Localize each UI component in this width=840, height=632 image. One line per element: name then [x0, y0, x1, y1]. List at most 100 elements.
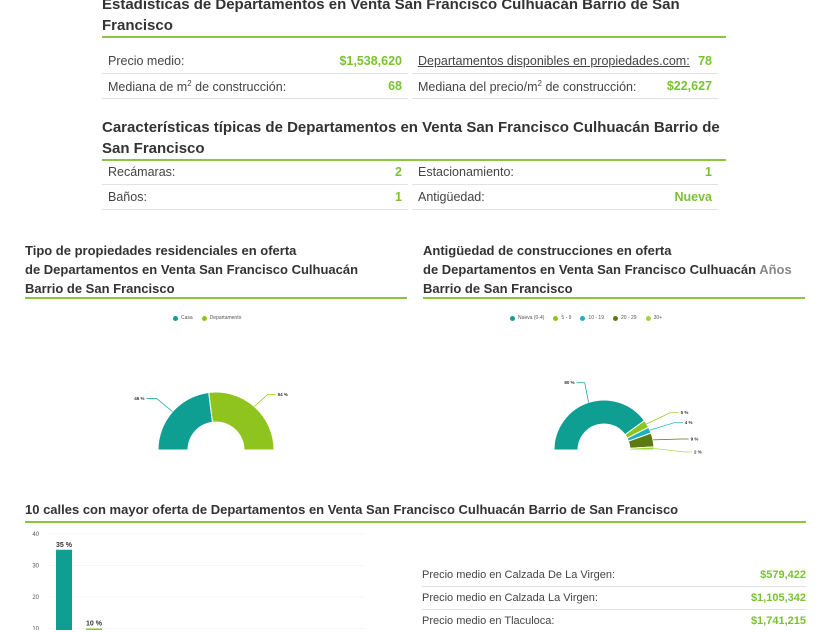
price-value: $1,105,342 — [750, 592, 806, 604]
age-chart-legend: Nueva (0-4) 5 - 9 10 - 19 20 - 29 30+ — [510, 315, 662, 321]
stat-value: 78 — [698, 54, 712, 68]
age-chart: 80 % 5 % 4 % 9 % 2 % — [553, 380, 702, 454]
age-chart-title: Antigüedad de construcciones en oferta d… — [423, 241, 823, 298]
title-line: Tipo de propiedades residenciales en ofe… — [25, 243, 297, 258]
feature-value: 1 — [395, 190, 402, 204]
legend-item[interactable]: Departamento — [201, 315, 242, 321]
type-chart-legend: Casa Departamento — [173, 315, 241, 321]
pie-slice[interactable] — [208, 391, 275, 451]
slice-label: 5 % — [681, 410, 689, 415]
feature-value: 1 — [705, 165, 712, 179]
y-tick-label: 30 — [32, 564, 39, 570]
legend-item[interactable]: 30+ — [645, 315, 663, 321]
slice-label: 4 % — [685, 420, 693, 425]
feature-label: Estacionamiento: — [418, 165, 514, 179]
row-divider — [102, 98, 408, 99]
legend-label: 20 - 29 — [621, 315, 637, 321]
slice-label: 54 % — [278, 392, 288, 397]
stat-value: $22,627 — [666, 79, 712, 93]
feature-label: Baños: — [108, 190, 147, 204]
title-line: Barrio de San Francisco — [25, 281, 175, 296]
slice-label: 9 % — [691, 437, 699, 442]
price-row: Precio medio en Tlaculoca: $1,741,215 — [422, 610, 806, 632]
pie-slice[interactable] — [157, 391, 214, 451]
feature-label: Antigüedad: — [418, 190, 485, 204]
legend-dot — [613, 315, 618, 321]
features-title: Características típicas de Departamentos… — [102, 119, 720, 157]
legend-dot — [580, 315, 586, 321]
features-row-1-left: Recámaras: 2 — [102, 160, 408, 184]
row-divider — [102, 73, 408, 74]
legend-label: Departamento — [209, 315, 242, 321]
pie-slice[interactable] — [553, 399, 646, 451]
legend-item[interactable]: 20 - 29 — [613, 315, 637, 321]
type-chart-title: Tipo de propiedades residenciales en ofe… — [25, 241, 415, 298]
title-line: de Departamentos en Venta San Francisco … — [423, 260, 823, 279]
stats-row-1-right: Departamentos disponibles en propiedades… — [412, 49, 718, 73]
bar-data-label: 35 % — [56, 542, 73, 549]
features-row-2-right: Antigüedad: Nueva — [412, 185, 718, 209]
title-line: Antigüedad de construcciones en oferta — [423, 243, 672, 258]
type-chart: 46 % 54 % — [134, 391, 288, 451]
feature-label: Recámaras: — [108, 165, 176, 179]
stats-row-2-left: Mediana de m2 de construcción: 68 — [102, 74, 408, 98]
stat-label: Precio medio: — [108, 54, 185, 68]
stat-label: Mediana de m2 de construcción: — [108, 79, 287, 95]
age-chart-rule — [423, 297, 805, 299]
legend-dot — [201, 315, 207, 321]
row-divider — [102, 184, 408, 185]
row-divider — [422, 609, 806, 610]
price-label: Precio medio en Calzada La Virgen: — [422, 592, 598, 604]
available-listings-link[interactable]: Departamentos disponibles en propiedades… — [418, 54, 690, 68]
y-tick-label: 10 — [32, 627, 39, 631]
row-divider — [102, 209, 408, 210]
legend-dot — [510, 315, 515, 321]
price-value: $579,422 — [760, 569, 806, 581]
legend-item[interactable]: 5 - 9 — [553, 315, 571, 321]
streets-rule — [25, 521, 806, 523]
row-divider — [422, 586, 806, 587]
legend-label: 30+ — [653, 315, 663, 321]
y-tick-label: 20 — [32, 595, 39, 601]
bar-data-label: 10 % — [86, 621, 103, 628]
streets-title: 10 calles con mayor oferta de Departamen… — [25, 502, 679, 517]
slice-connector — [649, 422, 683, 431]
legend-item[interactable]: Casa — [173, 315, 193, 321]
legend-label: 10 - 19 — [588, 315, 604, 321]
row-divider — [412, 209, 718, 210]
legend-dot — [173, 315, 178, 321]
title-suffix: Años — [759, 262, 792, 277]
stats-row-2-right: Mediana del precio/m2 de construcción: $… — [412, 74, 718, 98]
price-row: Precio medio en Calzada De La Virgen: $5… — [422, 564, 806, 586]
stat-value: 68 — [388, 79, 402, 93]
slice-label: 46 % — [134, 396, 144, 401]
bar[interactable] — [56, 549, 72, 630]
row-divider — [412, 184, 718, 185]
title-line-text: de Departamentos en Venta San Francisco … — [423, 262, 757, 277]
stats-rule — [102, 36, 726, 38]
title-line: de Departamentos en Venta San Francisco … — [25, 262, 359, 277]
stats-title: Estadísticas de Departamentos en Venta S… — [102, 0, 680, 34]
legend-item[interactable]: 10 - 19 — [580, 315, 604, 321]
stat-value: $1,538,620 — [339, 54, 402, 68]
title-line: Barrio de San Francisco — [423, 281, 573, 296]
slice-connector — [652, 438, 689, 441]
price-row: Precio medio en Calzada La Virgen: $1,10… — [422, 587, 806, 609]
price-label: Precio medio en Calzada De La Virgen: — [422, 569, 616, 581]
slice-connector — [146, 398, 173, 412]
stats-row-1-left: Precio medio: $1,538,620 — [102, 49, 408, 73]
price-label: Precio medio en Tlaculoca: — [422, 615, 555, 627]
feature-value: 2 — [395, 165, 402, 179]
legend-label: 5 - 9 — [561, 315, 572, 321]
legend-item[interactable]: Nueva (0-4) — [510, 315, 544, 321]
slice-connector — [653, 448, 692, 453]
type-chart-rule — [25, 297, 407, 299]
price-value: $1,741,215 — [750, 615, 806, 627]
legend-dot — [553, 315, 559, 321]
street-bar-chart: 40 30 20 10 35 % 10 % — [32, 532, 365, 631]
bar[interactable] — [86, 628, 102, 631]
pie-slice[interactable] — [629, 446, 655, 451]
features-row-1-right: Estacionamiento: 1 — [412, 160, 718, 184]
features-rule — [102, 159, 726, 161]
legend-label: Casa — [181, 315, 193, 321]
